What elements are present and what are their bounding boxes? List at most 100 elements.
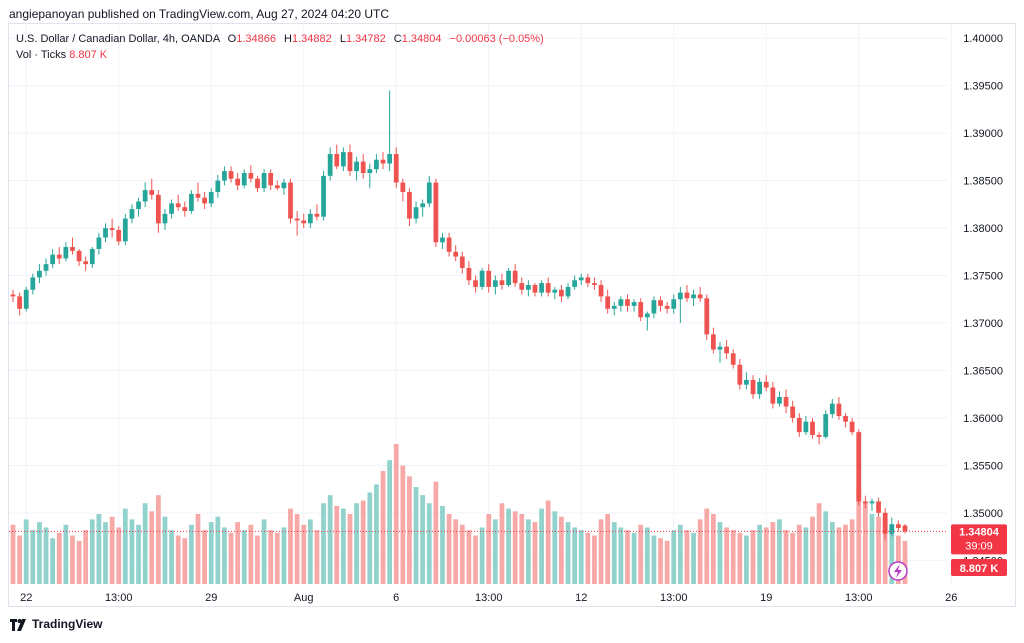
volume-bar bbox=[512, 511, 518, 584]
volume-bar bbox=[274, 532, 280, 584]
candle-body bbox=[843, 416, 848, 422]
candle-body bbox=[644, 313, 650, 318]
publisher-line: angiepanoyan published on TradingView.co… bbox=[9, 7, 390, 21]
candle-body bbox=[717, 346, 723, 350]
volume-bar bbox=[611, 522, 617, 584]
volume-bar bbox=[499, 503, 505, 584]
candle-body bbox=[387, 154, 393, 164]
grid bbox=[9, 24, 952, 584]
symbol-legend: U.S. Dollar / Canadian Dollar, 4h, OANDA… bbox=[16, 33, 544, 45]
volume-bar bbox=[63, 524, 69, 584]
symbol-name: U.S. Dollar / Canadian Dollar, 4h, OANDA bbox=[16, 33, 220, 45]
price-tag-bg bbox=[951, 524, 1007, 555]
candle-body bbox=[215, 180, 221, 192]
candle-body bbox=[803, 421, 809, 433]
volume-bar bbox=[466, 530, 472, 584]
volume-bar bbox=[552, 511, 558, 584]
candle-body bbox=[889, 524, 895, 534]
x-tick-label: Aug bbox=[294, 592, 314, 604]
candle-body bbox=[440, 237, 445, 243]
volume-bar bbox=[896, 535, 901, 584]
volume-bar bbox=[876, 516, 881, 584]
volume-bar bbox=[730, 530, 736, 584]
candle-body bbox=[757, 381, 763, 395]
candle-body bbox=[241, 173, 247, 186]
candle-body bbox=[611, 305, 617, 309]
x-tick-label: 13:00 bbox=[660, 592, 688, 604]
candle-body bbox=[426, 182, 432, 204]
volume-bar bbox=[387, 460, 393, 584]
candle-body bbox=[136, 201, 141, 210]
candle-body bbox=[89, 248, 95, 265]
candle-body bbox=[321, 175, 326, 217]
candle-body bbox=[829, 403, 835, 415]
volume-bar bbox=[37, 522, 42, 584]
y-tick-label: 1.36500 bbox=[963, 365, 1003, 377]
volume-bar bbox=[829, 522, 835, 584]
candle-body bbox=[433, 182, 439, 243]
candle-body bbox=[479, 270, 485, 287]
volume-bar bbox=[902, 540, 908, 584]
candle-body bbox=[76, 250, 82, 262]
volume-bar bbox=[492, 519, 498, 584]
candle-body bbox=[816, 434, 822, 437]
volume-bar bbox=[347, 514, 353, 584]
candle-body bbox=[30, 277, 36, 290]
x-tick-label: 26 bbox=[945, 592, 957, 604]
price-tag-countdown: 39:09 bbox=[965, 540, 993, 552]
volume-bar bbox=[235, 522, 241, 584]
candle-body bbox=[347, 152, 353, 172]
candle-body bbox=[17, 296, 22, 309]
candle-body bbox=[83, 261, 89, 265]
y-tick-label: 1.37500 bbox=[963, 271, 1003, 283]
volume-bar bbox=[869, 514, 875, 584]
volume-bar bbox=[169, 530, 174, 584]
x-tick-label: 13:00 bbox=[105, 592, 133, 604]
candle-body bbox=[162, 213, 168, 224]
volume-bar bbox=[763, 527, 769, 584]
volume-bar bbox=[810, 516, 815, 584]
volume-bar bbox=[202, 530, 207, 584]
volume-bar bbox=[704, 508, 710, 584]
volume-bar bbox=[578, 530, 584, 584]
candle-body bbox=[684, 292, 690, 299]
candle-body bbox=[334, 154, 340, 167]
candle-body bbox=[697, 294, 703, 299]
y-tick-label: 1.38500 bbox=[963, 176, 1003, 188]
candle-body bbox=[559, 289, 564, 297]
volume-bar bbox=[770, 522, 776, 584]
volume-bar bbox=[261, 519, 267, 584]
candle-body bbox=[796, 417, 802, 433]
volume-bar bbox=[281, 527, 287, 584]
x-tick-label: 6 bbox=[393, 592, 399, 604]
volume-bar bbox=[486, 514, 492, 584]
volume-bar bbox=[836, 527, 842, 584]
high-value: 1.34882 bbox=[292, 33, 332, 45]
candle-body bbox=[512, 270, 518, 284]
candle-body bbox=[63, 247, 69, 259]
candle-body bbox=[340, 152, 346, 167]
candle-body bbox=[393, 154, 399, 183]
volume-bar bbox=[400, 465, 406, 584]
candle-body bbox=[691, 294, 696, 299]
price-tag-value: 1.34804 bbox=[959, 526, 1000, 538]
y-tick-label: 1.35500 bbox=[963, 460, 1003, 472]
volume-bar bbox=[175, 535, 181, 584]
volume-bar bbox=[744, 535, 749, 584]
volume-bar bbox=[691, 532, 696, 584]
volume-bar bbox=[506, 508, 511, 584]
candle-body bbox=[823, 414, 829, 437]
volume-bar bbox=[334, 505, 340, 584]
open-label: O bbox=[227, 33, 237, 45]
volume-bar bbox=[433, 481, 439, 584]
volume-bar bbox=[856, 487, 862, 584]
candle-body bbox=[810, 421, 815, 435]
candle-body bbox=[189, 193, 194, 211]
candle-body bbox=[50, 254, 56, 265]
volume-bar bbox=[843, 524, 848, 584]
volume-bar bbox=[658, 538, 663, 584]
x-tick-label: 12 bbox=[575, 592, 587, 604]
volume-value: 8.807 K bbox=[69, 49, 108, 61]
volume-bar bbox=[796, 524, 802, 584]
